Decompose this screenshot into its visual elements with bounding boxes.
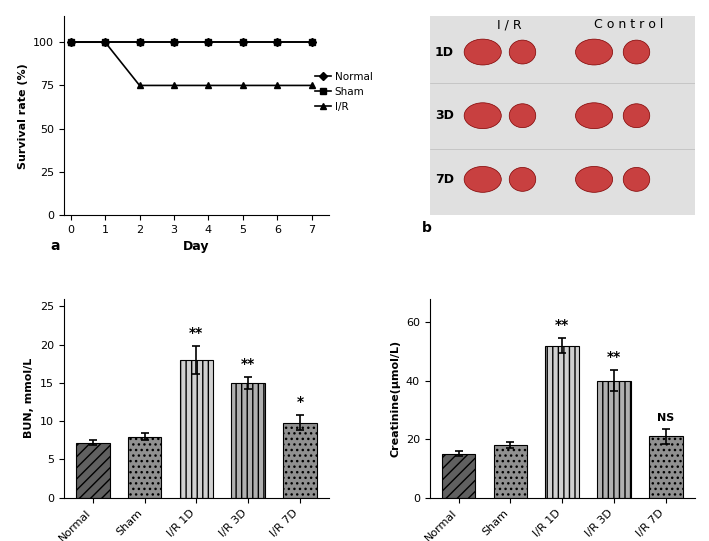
Y-axis label: Survival rate (%): Survival rate (%) <box>18 63 28 169</box>
Ellipse shape <box>576 39 613 65</box>
I/R <box>273 82 281 89</box>
Ellipse shape <box>509 40 536 64</box>
Bar <box>179 360 213 498</box>
I/R <box>135 82 144 89</box>
Normal <box>101 39 109 45</box>
I/R <box>67 39 75 45</box>
Sham <box>169 39 178 45</box>
Text: a: a <box>50 239 60 253</box>
Text: 3D: 3D <box>435 109 454 122</box>
Line: Sham: Sham <box>68 39 315 45</box>
Bar <box>128 437 162 498</box>
Text: **: ** <box>241 357 255 371</box>
Sham <box>308 39 316 45</box>
Text: **: ** <box>607 351 621 365</box>
Ellipse shape <box>509 168 536 192</box>
Normal <box>239 39 247 45</box>
Text: I / R: I / R <box>497 18 522 31</box>
Text: NS: NS <box>657 413 674 423</box>
Normal <box>273 39 281 45</box>
Legend: Normal, Sham, I/R: Normal, Sham, I/R <box>311 68 376 116</box>
Bar <box>493 445 527 498</box>
Ellipse shape <box>576 167 613 192</box>
Sham <box>67 39 75 45</box>
Text: **: ** <box>555 318 569 332</box>
Ellipse shape <box>464 167 501 192</box>
Ellipse shape <box>623 40 649 64</box>
Ellipse shape <box>509 104 536 128</box>
Y-axis label: Creatinine(μmol/L): Creatinine(μmol/L) <box>390 340 401 457</box>
Normal <box>67 39 75 45</box>
Y-axis label: BUN, mmol/L: BUN, mmol/L <box>24 358 35 438</box>
Sham <box>239 39 247 45</box>
FancyBboxPatch shape <box>430 16 695 215</box>
Sham <box>204 39 213 45</box>
Text: *: * <box>296 395 303 409</box>
Sham <box>135 39 144 45</box>
Text: **: ** <box>189 326 203 340</box>
I/R <box>204 82 213 89</box>
Text: C o n t r o l: C o n t r o l <box>594 18 663 31</box>
Ellipse shape <box>464 39 501 65</box>
Bar <box>283 423 317 498</box>
Ellipse shape <box>464 103 501 129</box>
Normal <box>169 39 178 45</box>
Bar <box>442 454 476 498</box>
Normal <box>308 39 316 45</box>
Normal <box>204 39 213 45</box>
Ellipse shape <box>623 104 649 128</box>
Text: b: b <box>422 221 432 235</box>
I/R <box>239 82 247 89</box>
Sham <box>273 39 281 45</box>
I/R <box>169 82 178 89</box>
X-axis label: Day: Day <box>183 240 210 254</box>
Ellipse shape <box>623 168 649 192</box>
I/R <box>101 39 109 45</box>
Line: Normal: Normal <box>68 39 315 45</box>
Sham <box>101 39 109 45</box>
Bar <box>649 436 683 498</box>
Text: 7D: 7D <box>435 173 454 186</box>
Text: 1D: 1D <box>435 45 454 58</box>
Line: I/R: I/R <box>68 39 315 88</box>
Bar <box>597 381 631 498</box>
I/R <box>308 82 316 89</box>
Ellipse shape <box>576 103 613 129</box>
Normal <box>135 39 144 45</box>
Bar <box>76 443 110 498</box>
Bar <box>545 346 579 498</box>
Bar <box>231 383 265 498</box>
